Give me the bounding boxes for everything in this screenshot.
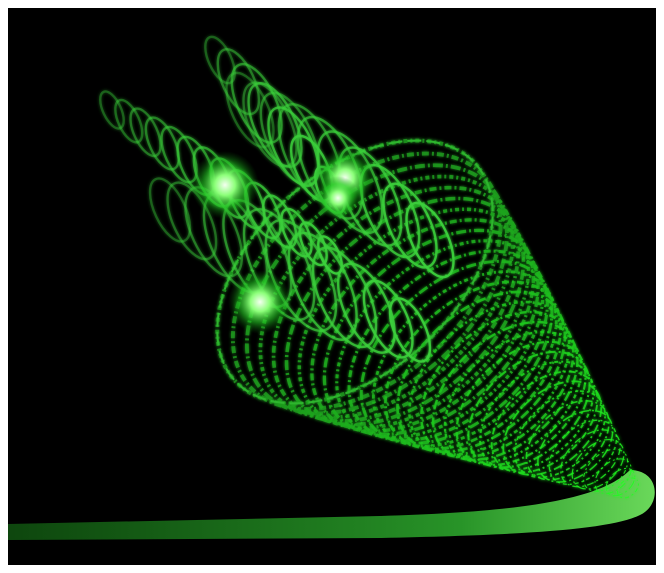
binary-ring — [537, 409, 614, 483]
binary-ring — [490, 370, 599, 474]
binary-ring — [297, 207, 531, 430]
binary-ring — [244, 163, 509, 416]
binary-ring — [467, 350, 591, 469]
coil-ring — [405, 201, 455, 279]
binary-ring — [258, 174, 515, 420]
binary-ring — [455, 340, 587, 467]
binary-ring — [605, 467, 636, 497]
coil-ring — [336, 262, 396, 354]
binary-ring — [322, 228, 540, 436]
coil-ring — [144, 116, 180, 171]
coil-ring — [267, 106, 320, 188]
binary-ring — [310, 218, 536, 433]
binary-ring — [431, 320, 579, 461]
binary-ring — [359, 259, 554, 445]
orb — [316, 176, 360, 220]
binary-ring — [443, 330, 583, 464]
tube-tail — [8, 470, 655, 540]
coil-ring — [362, 279, 414, 359]
coil-ring — [287, 231, 358, 341]
binary-ring — [479, 360, 595, 471]
tube — [215, 138, 639, 499]
coil-ring — [298, 221, 328, 267]
binary-ring — [420, 310, 575, 459]
binary-ring — [230, 151, 503, 411]
orbs — [191, 148, 375, 334]
binary-ring — [617, 477, 639, 499]
binary-ring — [371, 270, 558, 448]
binary-ring — [560, 429, 621, 488]
orb — [191, 151, 259, 219]
binary-ring — [525, 400, 610, 481]
binary-ring — [384, 280, 562, 451]
coil-ring — [148, 177, 192, 243]
orb — [228, 270, 292, 334]
binary-ring — [583, 448, 629, 492]
coil-ring — [129, 107, 162, 158]
coil-ring — [230, 62, 283, 144]
tube-rim — [216, 139, 494, 405]
coil-ring — [388, 297, 432, 363]
binary-ring — [396, 290, 567, 454]
coil-ring — [216, 48, 261, 116]
coil-ring — [382, 182, 438, 269]
coil-ring — [204, 35, 236, 85]
binary-ring — [284, 196, 526, 427]
binary-ring — [502, 380, 603, 476]
binary-ring — [271, 185, 520, 423]
binary-ring — [335, 239, 545, 439]
